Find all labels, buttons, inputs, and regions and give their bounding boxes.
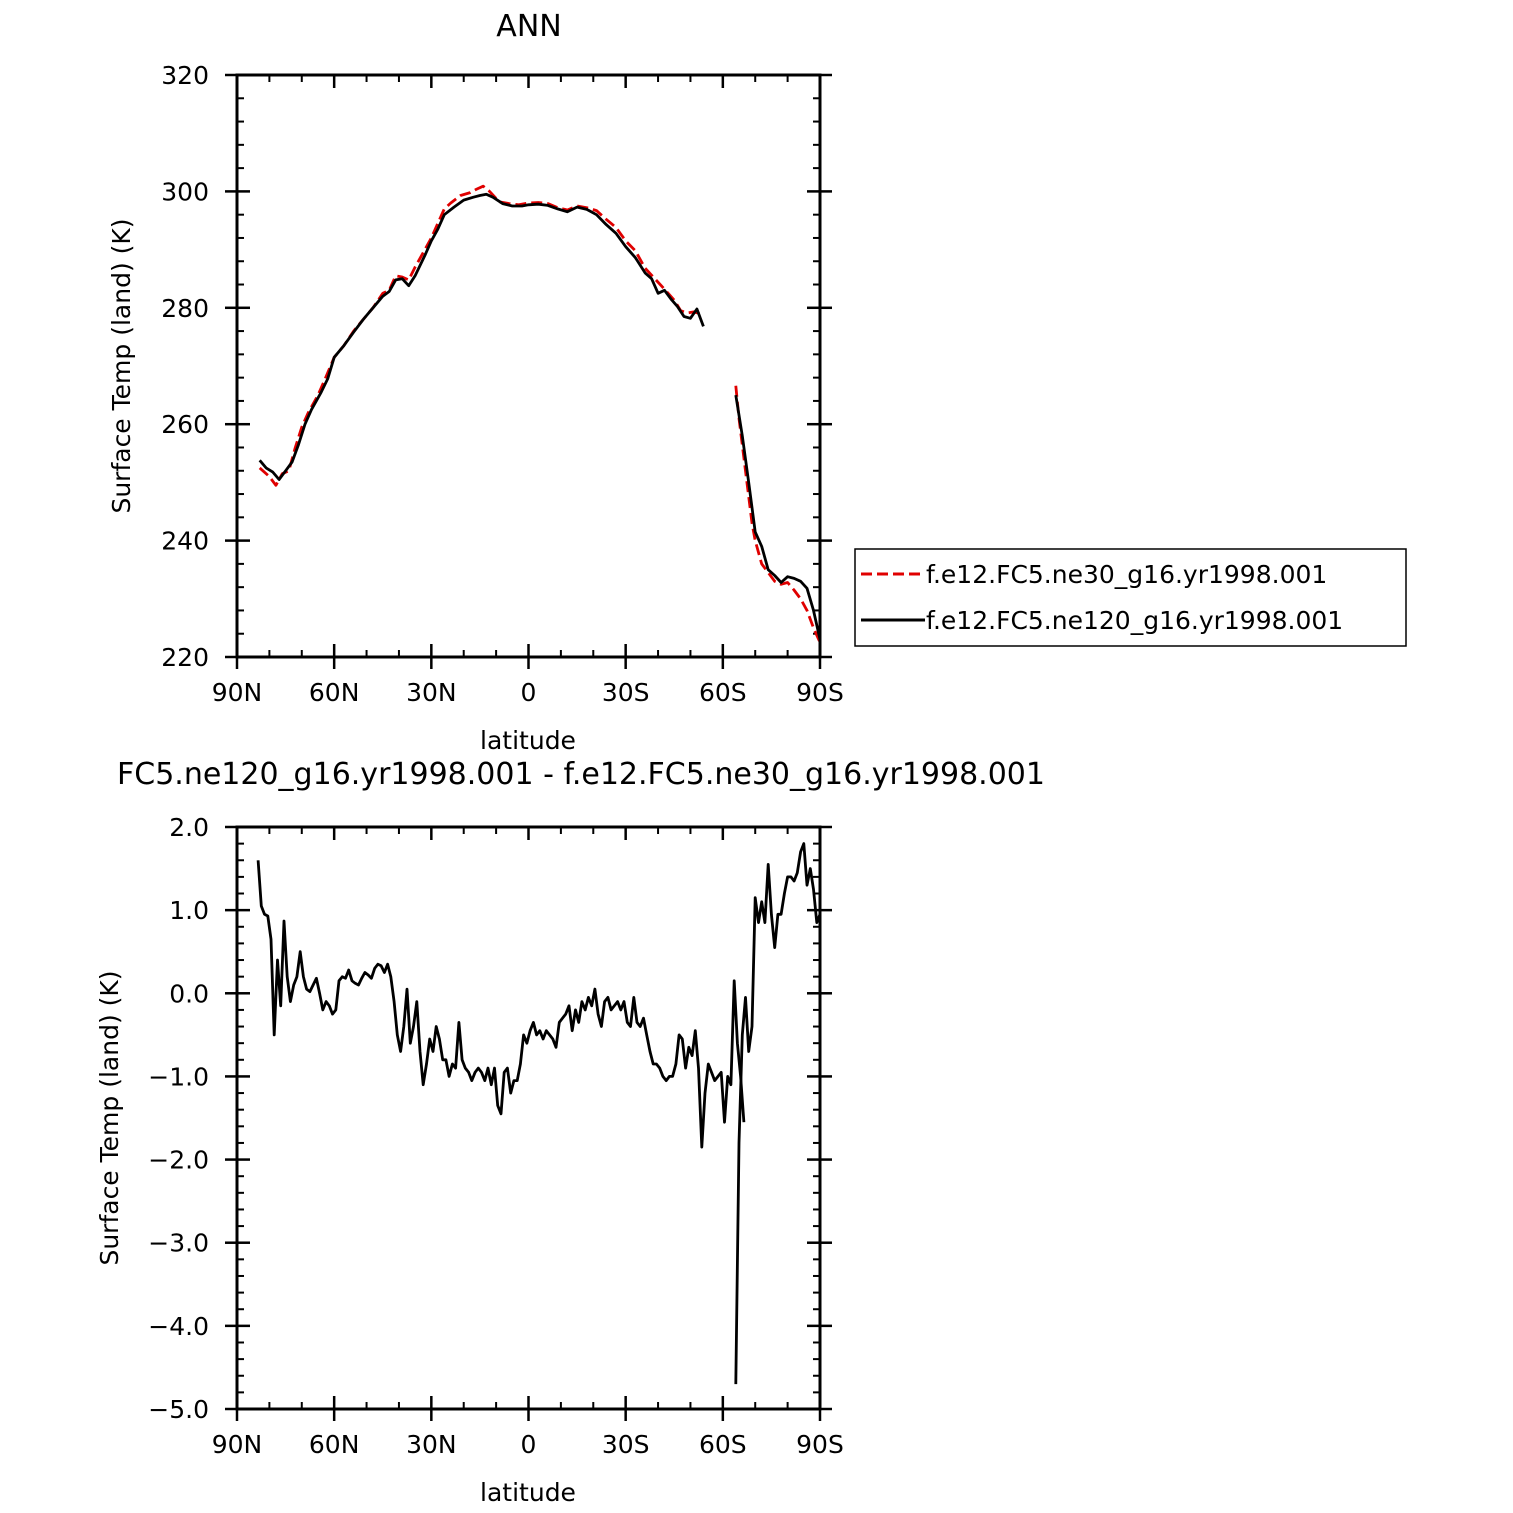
- y-tick-label: 320: [161, 61, 209, 90]
- x-tick-label: 60N: [309, 1430, 360, 1459]
- y-tick-label: 1.0: [169, 896, 209, 925]
- series-line-0-0-segment-0: [258, 184, 701, 487]
- x-tick-label: 30N: [406, 1430, 457, 1459]
- series-line-0-0-segment-1: [734, 385, 822, 643]
- top-x-tick-labels: 90N 60N 30N 0 30S 60S 90S: [212, 678, 844, 707]
- legend-label-ne30: f.e12.FC5.ne30_g16.yr1998.001: [926, 560, 1327, 589]
- x-tick-label: 0: [521, 1430, 537, 1459]
- y-tick-label: 2.0: [169, 813, 209, 842]
- top-x-axis-label: latitude: [480, 726, 576, 755]
- top-chart-title: ANN: [496, 9, 561, 44]
- top-y-axis-label: Surface Temp (land) (K): [107, 218, 136, 513]
- x-tick-label: 30N: [406, 678, 457, 707]
- bottom-y-axis-label: Surface Temp (land) (K): [95, 970, 124, 1265]
- x-tick-label: 0: [521, 678, 537, 707]
- y-tick-label: 300: [161, 177, 209, 206]
- y-tick-label: −2.0: [148, 1146, 209, 1175]
- series-line-0-1-segment-1: [734, 394, 822, 640]
- y-tick-label: −3.0: [148, 1229, 209, 1258]
- x-tick-label: 90N: [212, 1430, 263, 1459]
- y-tick-label: 0.0: [169, 979, 209, 1008]
- legend-label-ne120: f.e12.FC5.ne120_g16.yr1998.001: [926, 606, 1343, 635]
- y-tick-label: 220: [161, 643, 209, 672]
- x-tick-label: 60S: [699, 678, 747, 707]
- y-tick-label: −1.0: [148, 1062, 209, 1091]
- x-tick-label: 60N: [309, 678, 360, 707]
- bottom-y-tick-labels: 2.0 1.0 0.0 −1.0 −2.0 −3.0 −4.0 −5.0: [148, 813, 209, 1424]
- top-chart-ticks: [225, 73, 832, 669]
- top-y-tick-labels: 220 240 260 280 300 320: [161, 61, 209, 672]
- top-chart-frame: [235, 73, 822, 659]
- x-tick-label: 30S: [602, 1430, 650, 1459]
- x-tick-label: 90S: [796, 1430, 844, 1459]
- y-tick-label: −5.0: [148, 1395, 209, 1424]
- x-tick-label: 30S: [602, 678, 650, 707]
- bottom-x-axis-label: latitude: [480, 1478, 576, 1507]
- y-tick-label: 240: [161, 527, 209, 556]
- bottom-chart-title: FC5.ne120_g16.yr1998.001 - f.e12.FC5.ne3…: [117, 757, 1045, 792]
- series-line-0-1-segment-0: [258, 192, 705, 481]
- bottom-x-tick-labels: 90N 60N 30N 0 30S 60S 90S: [212, 1430, 844, 1459]
- series-line-1-0-segment-0: [256, 860, 746, 1149]
- y-tick-label: −4.0: [148, 1312, 209, 1341]
- top-chart-lines: [258, 184, 822, 643]
- bottom-chart-frame: [235, 825, 822, 1411]
- x-tick-label: 90S: [796, 678, 844, 707]
- top-chart: ANN 90N 60N 30N 0 30S 60S 90S 220 240 260 280 300 3…: [107, 9, 844, 755]
- bottom-chart: FC5.ne120_g16.yr1998.001 - f.e12.FC5.ne3…: [95, 757, 1045, 1507]
- series-line-1-0-segment-1: [734, 842, 822, 1385]
- x-tick-label: 90N: [212, 678, 263, 707]
- legend: f.e12.FC5.ne30_g16.yr1998.001 f.e12.FC5.…: [854, 548, 1407, 647]
- bottom-chart-lines: [256, 842, 822, 1385]
- x-tick-label: 60S: [699, 1430, 747, 1459]
- y-tick-label: 280: [161, 294, 209, 323]
- legend-box: [854, 548, 1407, 647]
- y-tick-label: 260: [161, 410, 209, 439]
